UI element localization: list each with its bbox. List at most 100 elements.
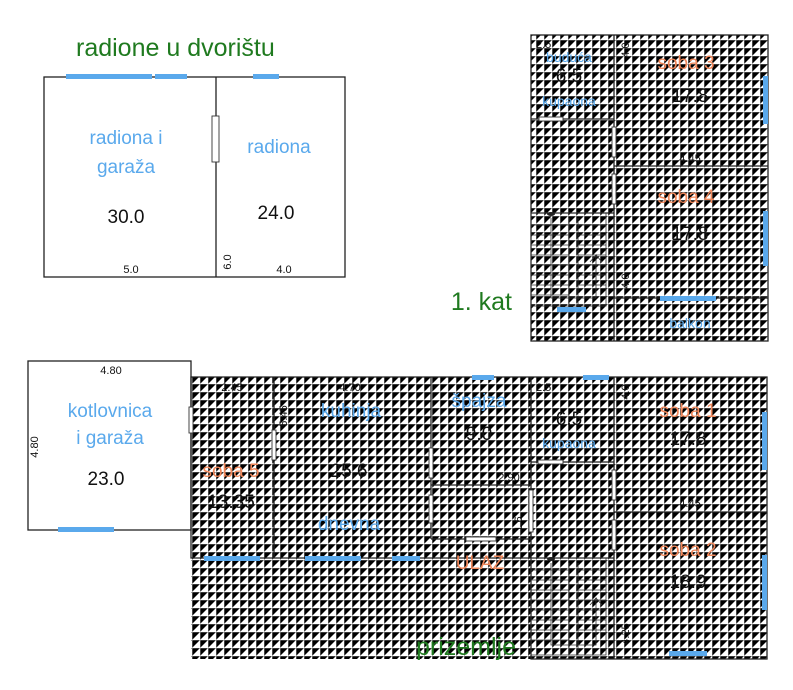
stair-treads — [531, 569, 569, 641]
room-name: dnevna — [318, 514, 381, 535]
dimension-label: 4.25 — [620, 623, 632, 644]
dimension-label: 5.45 — [278, 405, 290, 426]
window — [155, 74, 187, 79]
room-name: i garaža — [76, 428, 144, 449]
workshops-title: radione u dvorištu — [76, 34, 275, 62]
window — [472, 375, 494, 380]
ground-floor-grid — [191, 377, 767, 659]
ground-floor-title: prizemlje — [416, 633, 516, 661]
workshop-room-name: radiona — [247, 137, 311, 158]
first-floor-grid — [531, 35, 768, 341]
workshop-room-area: 24.0 — [258, 203, 295, 224]
dimension-label: 2.45 — [221, 382, 242, 394]
stair-treads — [578, 569, 606, 631]
workshop-room-name: radiona i — [90, 128, 163, 149]
room-name: špajza — [452, 391, 507, 412]
room-name: soba 2 — [659, 540, 716, 561]
workshop-room-area: 30.0 — [108, 207, 145, 228]
ground-floor-plan — [27, 360, 768, 660]
dimension-label: 4.0 — [620, 384, 632, 399]
room-name: kupaona — [542, 435, 596, 451]
dimension-label: 4.80 — [29, 436, 41, 457]
dimension-label: 4.70 — [339, 382, 360, 394]
bath-area: 6.5 — [556, 66, 582, 87]
room-area: 17.8 — [672, 224, 709, 245]
stairs-box — [530, 212, 607, 307]
window — [583, 375, 609, 380]
dimension-label: 4.80 — [100, 365, 121, 377]
dimension-label: 5.0 — [123, 264, 138, 276]
door — [611, 519, 617, 551]
window — [660, 296, 716, 301]
room-area: 18.9 — [670, 572, 707, 593]
room-name: kotlovnica — [68, 401, 153, 422]
stair-arrow — [550, 563, 603, 646]
dimension-label: 1.6 — [513, 516, 525, 531]
stair-arrow — [550, 218, 603, 299]
window — [66, 74, 152, 79]
room-area: 13.35 — [207, 492, 255, 513]
entrance-label: ULAZ — [456, 553, 505, 574]
bath-label: buduća — [546, 49, 592, 65]
dimension-label: 4.45 — [679, 498, 700, 510]
dimension-label: 6.0 — [222, 254, 234, 269]
stair-treads — [578, 224, 606, 286]
dimension-label: 4.45 — [679, 153, 700, 165]
door — [428, 447, 434, 479]
door — [611, 173, 617, 205]
stairs-ground-floor — [530, 557, 607, 656]
workshop-room-name: garaža — [97, 157, 156, 178]
bath-label: kupaona — [542, 93, 596, 109]
door — [271, 429, 277, 461]
room-name: kuhinja — [321, 401, 382, 422]
room-name: soba 1 — [659, 401, 716, 422]
window — [669, 651, 707, 656]
ground-floor-outline — [190, 376, 768, 660]
entrance-door — [465, 536, 497, 542]
window — [557, 307, 586, 312]
room-area: 6.5 — [556, 409, 582, 430]
window — [763, 211, 768, 266]
first-floor-plan — [530, 34, 769, 342]
door — [611, 469, 617, 501]
dimension-label: 2.90 — [498, 472, 519, 484]
first-floor-outline — [530, 34, 769, 342]
dimension-label: 4.0 — [276, 264, 291, 276]
room-area: 17.8 — [670, 429, 707, 450]
stair-rail — [568, 218, 579, 306]
workshops-plan — [43, 74, 346, 278]
door — [211, 115, 220, 163]
room-area: 23.0 — [88, 469, 125, 490]
workshops-outline — [43, 76, 346, 278]
stair-treads — [531, 224, 569, 296]
door — [611, 126, 617, 158]
stair-start-dot — [547, 212, 555, 216]
first-floor-title: 1. kat — [451, 288, 512, 316]
window — [763, 76, 768, 124]
window — [392, 556, 420, 561]
door — [537, 459, 564, 465]
window — [253, 74, 279, 79]
door — [428, 494, 434, 524]
stair-start-dot — [547, 557, 555, 561]
door — [538, 116, 564, 122]
stair-rail — [568, 563, 579, 655]
room-area: 17.8 — [672, 86, 709, 107]
room-name: soba 5 — [202, 461, 259, 482]
room-area: 25.6 — [331, 461, 368, 482]
room-name: soba 3 — [657, 53, 714, 74]
balcony-label: balkon — [669, 315, 710, 331]
room-name: soba 4 — [657, 187, 714, 208]
window — [58, 527, 114, 532]
window — [305, 556, 361, 561]
dimension-label: 2.5 — [536, 39, 551, 51]
dimension-label: 4.0 — [620, 42, 632, 57]
stairs-box — [530, 557, 607, 656]
door — [188, 406, 194, 434]
door — [528, 489, 534, 533]
dimension-label: 2.5 — [536, 382, 551, 394]
window — [762, 555, 767, 610]
window — [762, 412, 767, 470]
stairs-first-floor — [530, 212, 607, 307]
